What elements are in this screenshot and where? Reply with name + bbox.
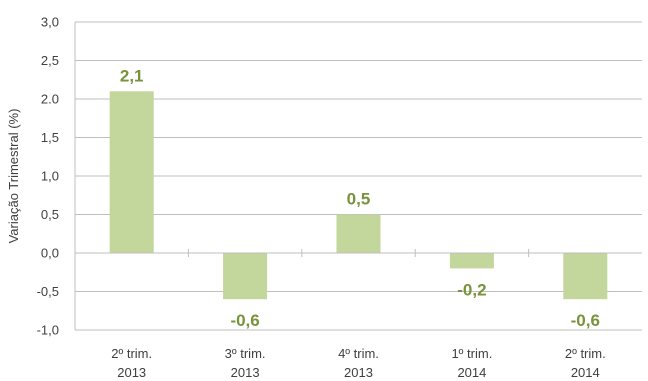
y-tick-label: 0,0 <box>41 246 59 261</box>
bar <box>563 253 608 300</box>
x-tick-label: 2013 <box>117 365 146 380</box>
bars <box>109 91 608 300</box>
bar <box>109 91 154 253</box>
x-tick-label: 2014 <box>457 365 486 380</box>
y-tick-label: -0,5 <box>37 284 59 299</box>
x-tick-label: 2014 <box>571 365 600 380</box>
data-label: -0,2 <box>457 280 486 299</box>
gridlines <box>74 21 642 331</box>
x-tick-label: 2º trim. <box>565 346 606 361</box>
x-tick-label: 2013 <box>344 365 373 380</box>
x-tick-label: 4º trim. <box>338 346 379 361</box>
y-tick-label: 3,0 <box>41 15 59 30</box>
y-tick-label: 2,5 <box>41 53 59 68</box>
y-axis-tick-labels: 3,0 2,5 2.0 1,5 1,0 0,5 0,0 -0,5 -1,0 <box>37 15 59 338</box>
x-tick-label: 3º trim. <box>225 346 266 361</box>
x-axis-category-labels: 2º trim. 2013 3º trim. 2013 4º trim. 2013 1º t… <box>111 346 605 380</box>
zero-axis <box>75 249 642 257</box>
y-tick-label: 1,5 <box>41 130 59 145</box>
y-tick-label: 2.0 <box>41 92 59 107</box>
data-label: 2,1 <box>120 66 144 85</box>
x-tick-label: 2013 <box>231 365 260 380</box>
data-label: 0,5 <box>347 190 371 209</box>
x-tick-label: 1º trim. <box>451 346 492 361</box>
x-tick-label: 2º trim. <box>111 346 152 361</box>
data-labels: 2,1 -0,6 0,5 -0,2 -0,6 <box>120 66 600 330</box>
bar <box>336 214 381 253</box>
bar <box>449 253 494 269</box>
y-axis-title: Variação Trimestral (%) <box>6 109 21 244</box>
y-tick-label: 0,5 <box>41 207 59 222</box>
data-label: -0,6 <box>230 311 259 330</box>
y-tick-label: 1,0 <box>41 169 59 184</box>
y-tick-label: -1,0 <box>37 323 59 338</box>
bar <box>223 253 268 300</box>
data-label: -0,6 <box>571 311 600 330</box>
